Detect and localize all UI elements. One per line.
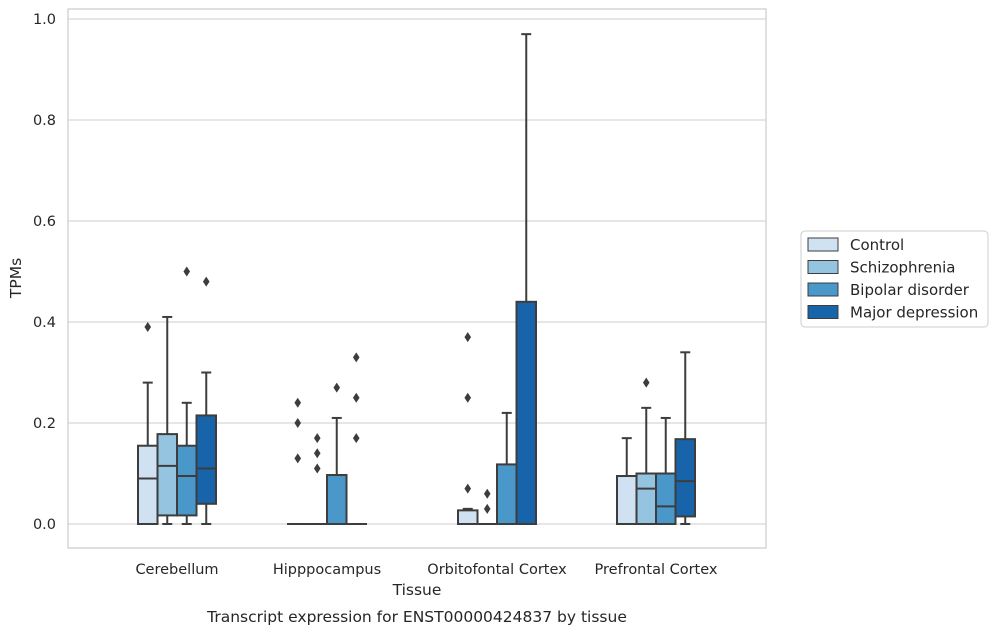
- legend-swatch: [807, 237, 839, 252]
- legend-label: Schizophrenia: [850, 259, 955, 277]
- box-iqr: [496, 463, 518, 526]
- box-bipolar-disorder: [326, 382, 348, 526]
- outlier-point: [483, 503, 491, 514]
- box-iqr: [635, 472, 657, 525]
- box-schizophrenia: [156, 315, 178, 525]
- y-tick-label: 0.8: [33, 113, 56, 129]
- box-iqr: [457, 509, 479, 525]
- box-iqr: [616, 475, 638, 525]
- outlier-point: [294, 397, 302, 408]
- outlier-point: [352, 352, 360, 363]
- box-schizophrenia: [306, 433, 328, 526]
- box-major-depression: [345, 352, 367, 526]
- box-bipolar-disorder: [176, 266, 198, 525]
- outlier-point: [464, 332, 472, 343]
- outlier-point: [144, 322, 152, 333]
- outlier-point: [313, 448, 321, 459]
- legend-swatch: [807, 282, 839, 297]
- box-iqr: [137, 444, 159, 526]
- box-major-depression: [515, 33, 537, 525]
- y-axis-ticks: 0.0 0.2 0.4 0.6 0.8 1.0: [33, 12, 56, 533]
- outlier-point: [294, 418, 302, 428]
- outlier-point: [313, 433, 321, 444]
- box-schizophrenia: [476, 488, 498, 526]
- outlier-point: [464, 483, 472, 494]
- legend-swatch: [807, 305, 839, 319]
- box-bipolar-disorder: [655, 416, 677, 525]
- x-tick-label: Orbitofontal Cortex: [427, 562, 567, 578]
- outlier-point: [642, 377, 650, 388]
- box-iqr: [326, 474, 348, 526]
- box-iqr: [195, 414, 217, 505]
- outlier-point: [333, 382, 341, 393]
- legend-frame: [800, 230, 989, 328]
- y-tick-label: 0.4: [33, 315, 56, 331]
- y-tick-label: 0.2: [33, 416, 56, 432]
- outlier-point: [464, 392, 472, 403]
- box-major-depression: [195, 276, 217, 525]
- outlier-point: [352, 392, 360, 403]
- box-iqr: [674, 438, 696, 518]
- chart-title: Transcript expression for ENST0000042483…: [206, 608, 627, 626]
- y-axis-label: TPMs: [7, 258, 25, 299]
- box-control: [457, 332, 479, 525]
- box-groups: [137, 33, 696, 526]
- legend: Control Schizophrenia Bipolar disorder Majo…: [800, 230, 989, 328]
- outlier-point: [294, 453, 302, 464]
- x-tick-label: Hipppocampus: [273, 562, 381, 578]
- outlier-point: [183, 266, 191, 277]
- y-tick-label: 0.6: [33, 214, 56, 230]
- box-control: [287, 397, 309, 526]
- outlier-point: [202, 276, 210, 287]
- legend-label: Bipolar disorder: [850, 281, 970, 299]
- outlier-point: [483, 488, 491, 499]
- outlier-point: [352, 433, 360, 444]
- box-iqr: [655, 472, 677, 525]
- legend-label: Control: [850, 236, 904, 254]
- plot-area-frame: [67, 8, 767, 549]
- y-tick-label: 1.0: [33, 12, 56, 28]
- y-tick-label: 0.0: [33, 517, 56, 533]
- box-bipolar-disorder: [496, 411, 518, 526]
- x-tick-label: Cerebellum: [135, 562, 218, 578]
- box-iqr: [156, 433, 178, 517]
- legend-swatch: [807, 260, 839, 274]
- x-axis-ticks: Cerebellum Hipppocampus Orbitofontal Corte…: [135, 562, 717, 578]
- box-iqr: [515, 300, 537, 525]
- legend-label: Major depression: [850, 304, 978, 322]
- box-major-depression: [674, 351, 696, 525]
- x-axis-label: Tissue: [392, 581, 442, 599]
- box-schizophrenia: [635, 377, 657, 525]
- outlier-point: [313, 463, 321, 474]
- box-control: [616, 437, 638, 525]
- x-tick-label: Prefrontal Cortex: [595, 562, 718, 578]
- box-iqr: [176, 444, 198, 517]
